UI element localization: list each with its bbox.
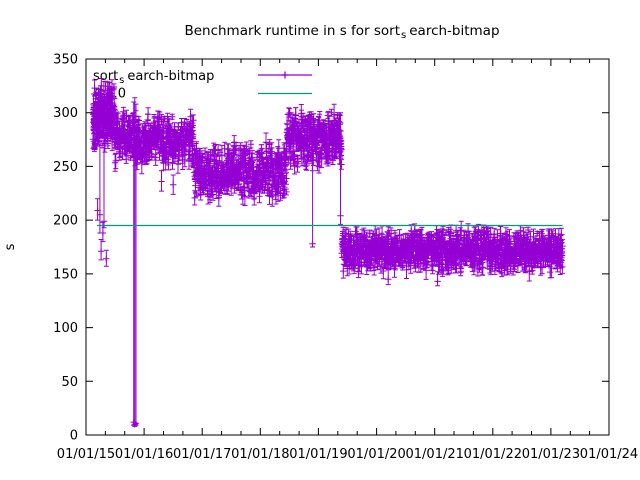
series-point-markers [89, 82, 566, 428]
y-tick-label: 100 [53, 321, 78, 336]
legend-sample-series-marker [281, 71, 289, 79]
y-tick-labels: 0 50 100 150 200 250 300 350 [53, 53, 78, 444]
tick-marks [85, 58, 610, 436]
axis-ticks [85, 58, 610, 436]
y-tick-label: 150 [53, 267, 78, 282]
x-tick-label: 01/01/21 [406, 447, 464, 462]
y-tick-label: 350 [53, 53, 78, 68]
y-tick-label: 0 [70, 429, 78, 444]
chart-title: Benchmark runtime in s for sorts earch-bi… [184, 23, 499, 41]
x-tick-label: 01/01/18 [231, 447, 289, 462]
x-tick-label: 01/01/16 [115, 447, 173, 462]
x-tick-label: 01/01/24 [580, 447, 638, 462]
x-tick-label: 01/01/15 [57, 447, 115, 462]
y-tick-label: 300 [53, 106, 78, 121]
y-tick-label: 50 [61, 375, 78, 390]
x-tick-label: 01/01/19 [289, 447, 347, 462]
legend: sorts earch-bitmap 4.1.0 [93, 69, 312, 102]
data-series [89, 78, 566, 428]
x-tick-label: 01/01/20 [347, 447, 405, 462]
x-tick-labels: 01/01/15 01/01/16 01/01/17 01/01/18 01/01/19… [57, 447, 638, 462]
x-tick-label: 01/01/23 [522, 447, 580, 462]
y-tick-label: 250 [53, 160, 78, 175]
plot-border [85, 58, 610, 436]
legend-label-series: sorts earch-bitmap [93, 69, 214, 86]
x-tick-label: 01/01/17 [173, 447, 231, 462]
x-tick-label: 01/01/22 [464, 447, 522, 462]
y-tick-label: 200 [53, 214, 78, 229]
y-axis-label: s [3, 243, 18, 250]
